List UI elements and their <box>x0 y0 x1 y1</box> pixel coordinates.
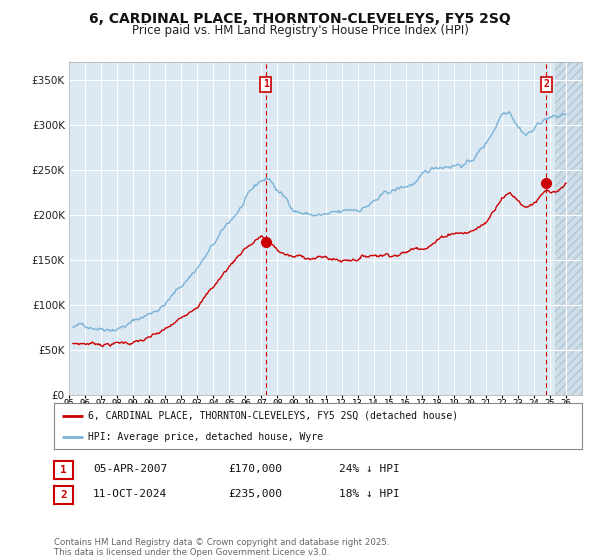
Text: £235,000: £235,000 <box>228 489 282 499</box>
Text: 1: 1 <box>263 79 269 89</box>
Text: HPI: Average price, detached house, Wyre: HPI: Average price, detached house, Wyre <box>88 432 323 442</box>
Text: 2: 2 <box>544 79 550 89</box>
Text: Price paid vs. HM Land Registry's House Price Index (HPI): Price paid vs. HM Land Registry's House … <box>131 24 469 37</box>
Bar <box>555 62 598 395</box>
Text: 6, CARDINAL PLACE, THORNTON-CLEVELEYS, FY5 2SQ (detached house): 6, CARDINAL PLACE, THORNTON-CLEVELEYS, F… <box>88 410 458 421</box>
Text: 11-OCT-2024: 11-OCT-2024 <box>93 489 167 499</box>
Text: 6, CARDINAL PLACE, THORNTON-CLEVELEYS, FY5 2SQ: 6, CARDINAL PLACE, THORNTON-CLEVELEYS, F… <box>89 12 511 26</box>
Text: 05-APR-2007: 05-APR-2007 <box>93 464 167 474</box>
Text: 24% ↓ HPI: 24% ↓ HPI <box>339 464 400 474</box>
Text: 1: 1 <box>60 465 67 475</box>
Text: Contains HM Land Registry data © Crown copyright and database right 2025.
This d: Contains HM Land Registry data © Crown c… <box>54 538 389 557</box>
Text: 18% ↓ HPI: 18% ↓ HPI <box>339 489 400 499</box>
Text: £170,000: £170,000 <box>228 464 282 474</box>
Text: 2: 2 <box>60 490 67 500</box>
